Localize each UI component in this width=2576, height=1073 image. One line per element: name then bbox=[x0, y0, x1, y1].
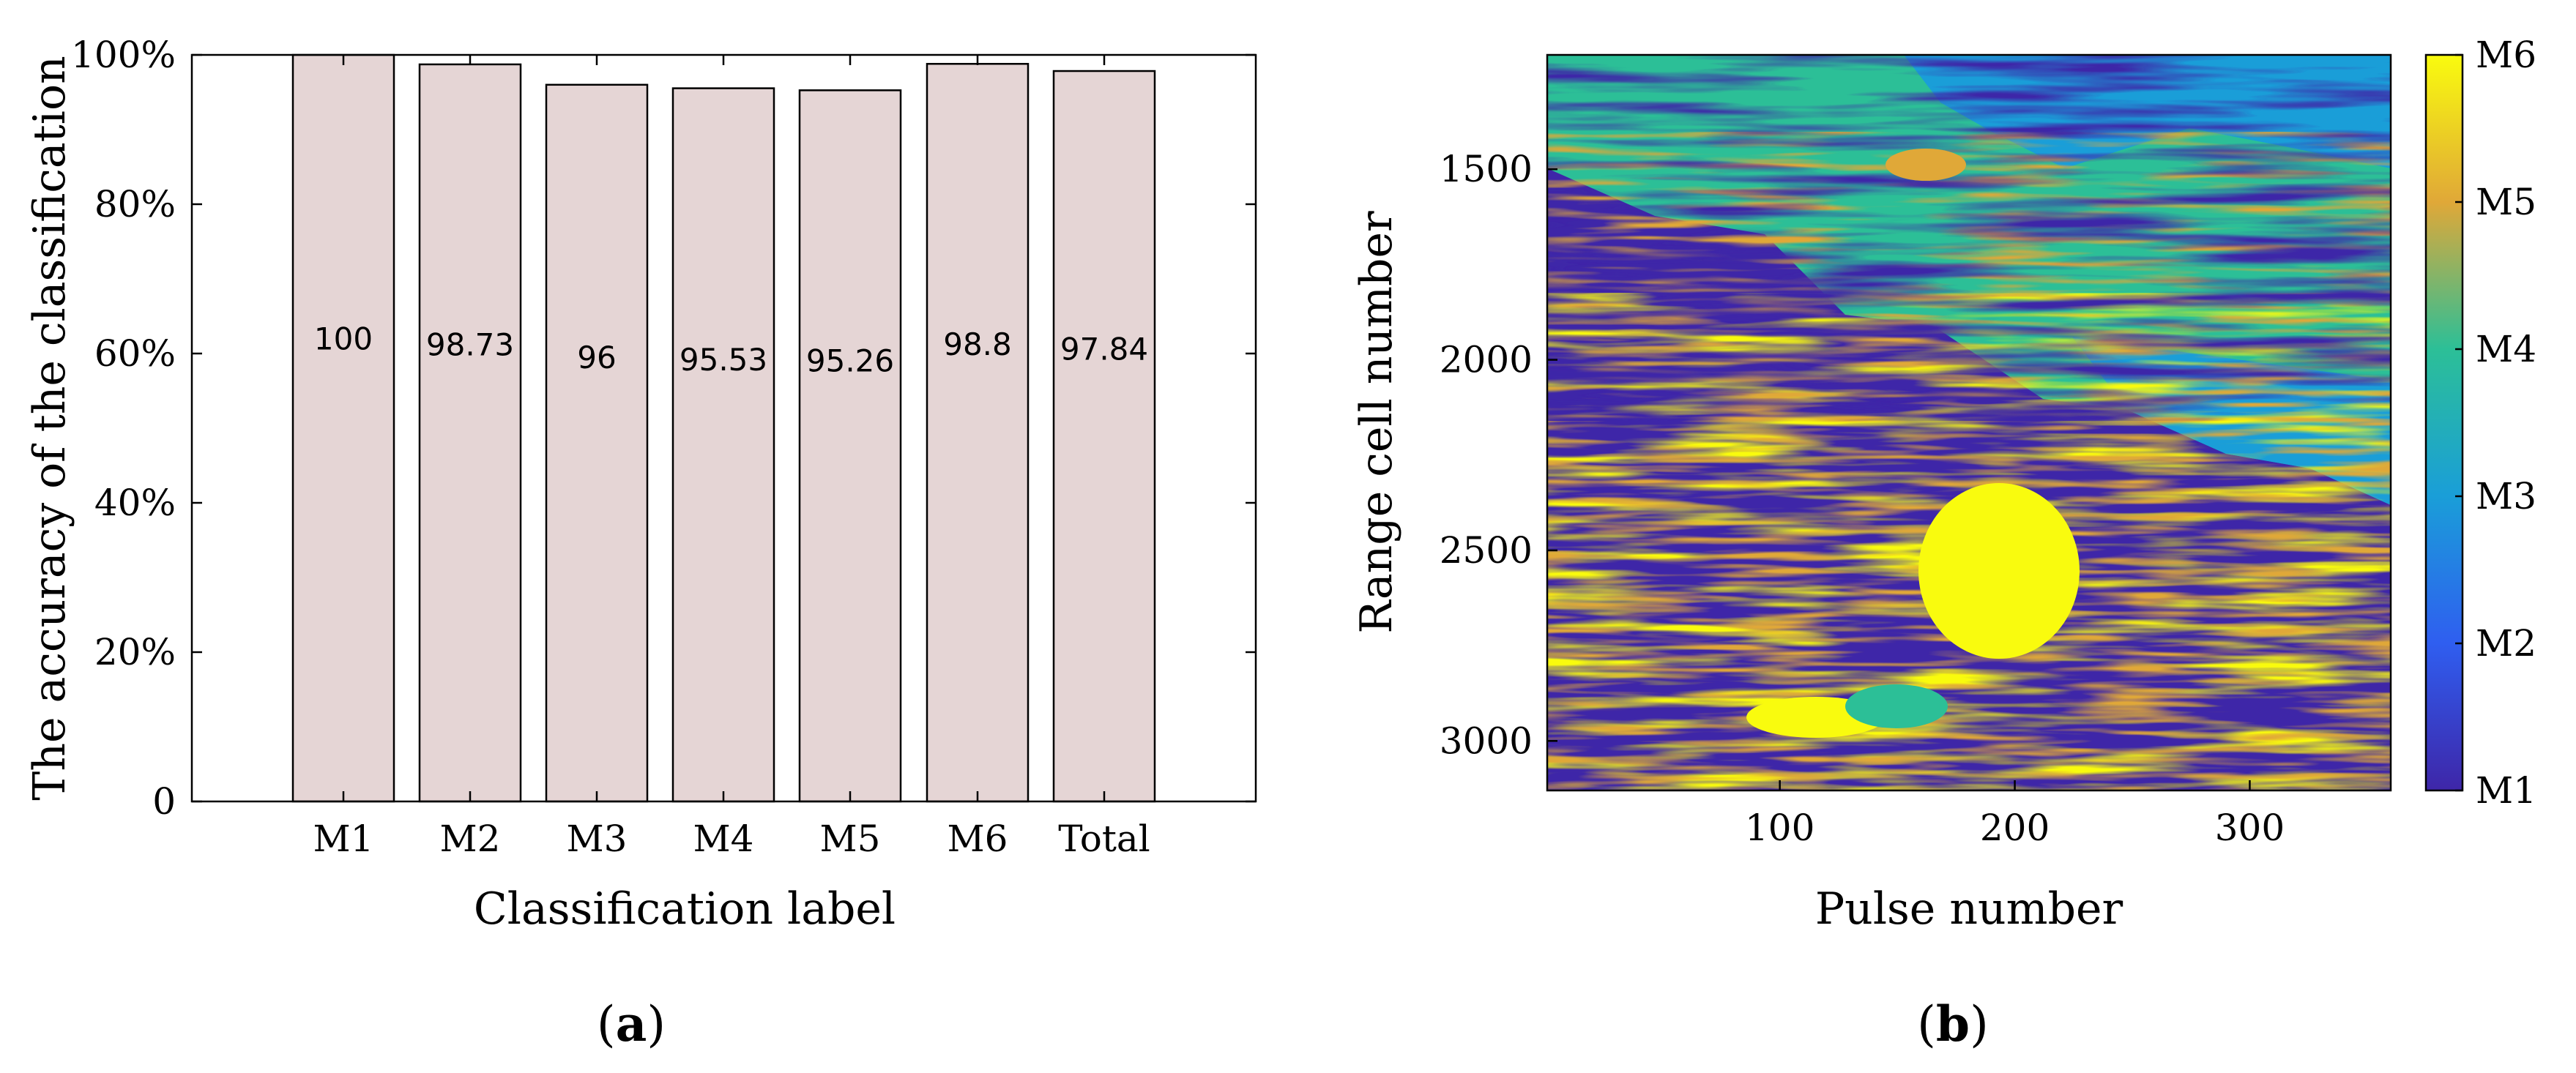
colorbar-axis: M1 M2 M3 M4 M5 M6 bbox=[2455, 34, 2536, 812]
bar-data-label: 98.8 bbox=[943, 326, 1012, 362]
heatmap-y-axis: 1500 2000 2500 3000 bbox=[1440, 148, 1557, 762]
heatmap-x-axis: 100 200 300 bbox=[1745, 780, 2285, 849]
bar-data-label: 95.53 bbox=[680, 342, 767, 378]
bar-m5 bbox=[798, 89, 902, 803]
bar-m6 bbox=[926, 62, 1030, 803]
heatmap-x-tick-label: 300 bbox=[2215, 807, 2285, 849]
bar-y-tick-label: 60% bbox=[94, 332, 176, 375]
bar-total bbox=[1052, 70, 1156, 803]
bar-y-tick-label: 0 bbox=[152, 780, 176, 823]
bar-m2 bbox=[418, 63, 522, 803]
heatmap-y-tick-label: 2500 bbox=[1440, 529, 1533, 572]
bar-x-tick-label: M4 bbox=[693, 818, 753, 860]
heatmap-region bbox=[1886, 149, 1966, 181]
colorbar-tick-label: M2 bbox=[2476, 622, 2536, 665]
bar-x-tick-label: M5 bbox=[819, 818, 880, 860]
bar-x-tick-label: Total bbox=[1058, 818, 1150, 860]
bar-x-tick-label: M3 bbox=[566, 818, 627, 860]
heatmap-region bbox=[1918, 483, 2080, 659]
bar-y-tick-label: 100% bbox=[71, 34, 176, 76]
heatmap-region bbox=[1547, 55, 2391, 421]
bar-x-tick-label: M1 bbox=[313, 818, 373, 860]
heatmap-x-tick-label: 100 bbox=[1745, 807, 1814, 849]
heatmap-y-tick-label: 1500 bbox=[1440, 148, 1533, 190]
colorbar bbox=[2424, 53, 2464, 792]
bar-data-label: 96 bbox=[577, 340, 616, 375]
colorbar-tick-label: M6 bbox=[2476, 34, 2536, 76]
bar-series bbox=[291, 53, 1156, 803]
bar-y-tick-label: 20% bbox=[94, 631, 176, 673]
bar-y-axis-title: The accuracy of the classification bbox=[24, 56, 75, 800]
bar-x-tick-label: M2 bbox=[439, 818, 500, 860]
bar-chart: 100 98.73 96 95.53 95.26 98.8 97.84 0 20% 40% 60%… bbox=[24, 34, 1257, 1053]
colorbar-tick-label: M4 bbox=[2476, 328, 2536, 370]
heatmap-image bbox=[1547, 55, 2391, 790]
bar-m1 bbox=[291, 53, 395, 803]
bar-x-axis: M1 M2 M3 M4 M5 M6 Total bbox=[313, 55, 1150, 860]
bar-x-axis-title: Classification label bbox=[474, 883, 896, 935]
bar-m4 bbox=[671, 87, 775, 803]
panel-label-b: (b) bbox=[1917, 995, 1989, 1053]
bar-data-label: 100 bbox=[314, 321, 373, 357]
bar-x-tick-label: M6 bbox=[947, 818, 1008, 860]
bar-data-label: 98.73 bbox=[426, 327, 514, 363]
bar-y-tick-label: 80% bbox=[94, 183, 176, 225]
bar-m3 bbox=[545, 83, 649, 803]
heatmap-y-tick-label: 2000 bbox=[1440, 339, 1533, 381]
bar-data-labels: 100 98.73 96 95.53 95.26 98.8 97.84 bbox=[314, 321, 1148, 379]
bar-y-axis: 0 20% 40% 60% 80% 100% bbox=[71, 34, 1256, 823]
heatmap-y-axis-title: Range cell number bbox=[1351, 211, 1402, 634]
heatmap-region bbox=[1845, 684, 1948, 728]
heatmap-x-axis-title: Pulse number bbox=[1815, 883, 2123, 935]
heatmap-plot-frame bbox=[1546, 53, 2392, 792]
bar-data-label: 97.84 bbox=[1060, 331, 1148, 367]
colorbar-tick-label: M1 bbox=[2476, 769, 2536, 812]
heatmap-x-tick-label: 200 bbox=[1980, 807, 2050, 849]
colorbar-tick-label: M3 bbox=[2476, 475, 2536, 517]
bar-y-tick-label: 40% bbox=[94, 482, 176, 524]
bar-data-label: 95.26 bbox=[806, 343, 894, 379]
panel-label-a: (a) bbox=[597, 995, 666, 1053]
heatmap-y-tick-label: 3000 bbox=[1440, 719, 1533, 762]
colorbar-tick-label: M5 bbox=[2476, 181, 2536, 223]
